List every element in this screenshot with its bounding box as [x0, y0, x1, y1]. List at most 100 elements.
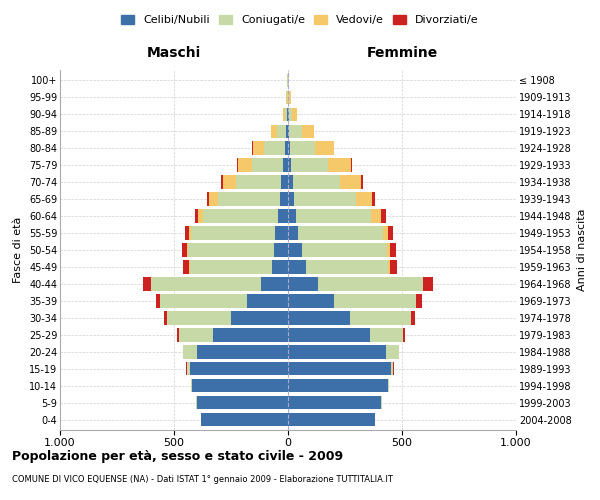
Text: Maschi: Maschi — [147, 46, 201, 60]
Bar — [288, 176, 293, 188]
Bar — [286, 90, 287, 104]
Bar — [189, 260, 190, 274]
Bar — [209, 192, 218, 205]
Bar — [288, 210, 296, 222]
Bar — [412, 312, 415, 324]
Bar — [391, 362, 394, 376]
Bar — [389, 260, 397, 274]
Bar — [247, 294, 288, 308]
Bar — [190, 260, 272, 274]
Bar — [293, 176, 340, 188]
Bar — [288, 379, 388, 392]
Bar — [197, 396, 288, 409]
Bar — [422, 278, 424, 290]
Bar — [218, 192, 280, 205]
Bar — [283, 158, 288, 172]
Bar — [187, 362, 190, 376]
Bar — [286, 124, 288, 138]
Bar — [382, 210, 386, 222]
Bar — [287, 108, 288, 121]
Bar — [192, 379, 288, 392]
Bar — [388, 226, 394, 239]
Bar — [302, 124, 314, 138]
Bar — [284, 142, 288, 154]
Bar — [350, 312, 411, 324]
Bar — [251, 158, 283, 172]
Bar — [403, 328, 404, 342]
Bar — [285, 108, 287, 121]
Text: COMUNE DI VICO EQUENSE (NA) - Dati ISTAT 1° gennaio 2009 - Elaborazione TUTTITAL: COMUNE DI VICO EQUENSE (NA) - Dati ISTAT… — [12, 475, 393, 484]
Bar — [182, 244, 187, 256]
Bar — [288, 108, 289, 121]
Bar — [288, 124, 289, 138]
Bar — [207, 192, 209, 205]
Bar — [191, 379, 192, 392]
Bar — [283, 108, 285, 121]
Bar — [260, 278, 288, 290]
Bar — [306, 260, 388, 274]
Bar — [288, 158, 292, 172]
Bar — [167, 312, 231, 324]
Bar — [187, 244, 188, 256]
Bar — [416, 294, 422, 308]
Bar — [198, 210, 203, 222]
Bar — [203, 210, 278, 222]
Bar — [388, 260, 389, 274]
Bar — [288, 328, 370, 342]
Bar — [340, 176, 361, 188]
Bar — [188, 244, 274, 256]
Bar — [424, 278, 433, 290]
Bar — [189, 226, 191, 239]
Bar — [356, 192, 373, 205]
Bar — [164, 312, 167, 324]
Bar — [361, 176, 363, 188]
Bar — [388, 379, 389, 392]
Text: Femmine: Femmine — [367, 46, 437, 60]
Bar — [371, 210, 382, 222]
Bar — [264, 142, 284, 154]
Bar — [223, 176, 236, 188]
Bar — [197, 346, 288, 358]
Bar — [288, 413, 374, 426]
Bar — [236, 176, 281, 188]
Bar — [289, 90, 290, 104]
Bar — [317, 278, 422, 290]
Bar — [288, 346, 386, 358]
Bar — [298, 226, 383, 239]
Bar — [281, 176, 288, 188]
Bar — [288, 312, 350, 324]
Bar — [386, 346, 398, 358]
Bar — [195, 210, 198, 222]
Bar — [288, 142, 290, 154]
Bar — [213, 328, 288, 342]
Bar — [370, 328, 403, 342]
Bar — [185, 226, 189, 239]
Legend: Celibi/Nubili, Coniugati/e, Vedovi/e, Divorziati/e: Celibi/Nubili, Coniugati/e, Vedovi/e, Di… — [117, 10, 483, 30]
Bar — [292, 158, 328, 172]
Bar — [390, 244, 397, 256]
Bar — [178, 328, 179, 342]
Bar — [253, 142, 264, 154]
Bar — [288, 192, 294, 205]
Bar — [288, 362, 391, 376]
Bar — [237, 158, 238, 172]
Bar — [278, 210, 288, 222]
Bar — [383, 226, 388, 239]
Bar — [288, 294, 334, 308]
Bar — [296, 210, 371, 222]
Bar — [160, 294, 247, 308]
Bar — [155, 294, 160, 308]
Bar — [272, 260, 288, 274]
Bar — [202, 413, 288, 426]
Bar — [179, 328, 213, 342]
Bar — [288, 260, 306, 274]
Bar — [328, 158, 350, 172]
Bar — [288, 396, 382, 409]
Bar — [277, 124, 286, 138]
Bar — [288, 244, 302, 256]
Bar — [289, 124, 302, 138]
Bar — [238, 158, 251, 172]
Y-axis label: Fasce di età: Fasce di età — [13, 217, 23, 283]
Bar — [183, 260, 189, 274]
Bar — [191, 226, 275, 239]
